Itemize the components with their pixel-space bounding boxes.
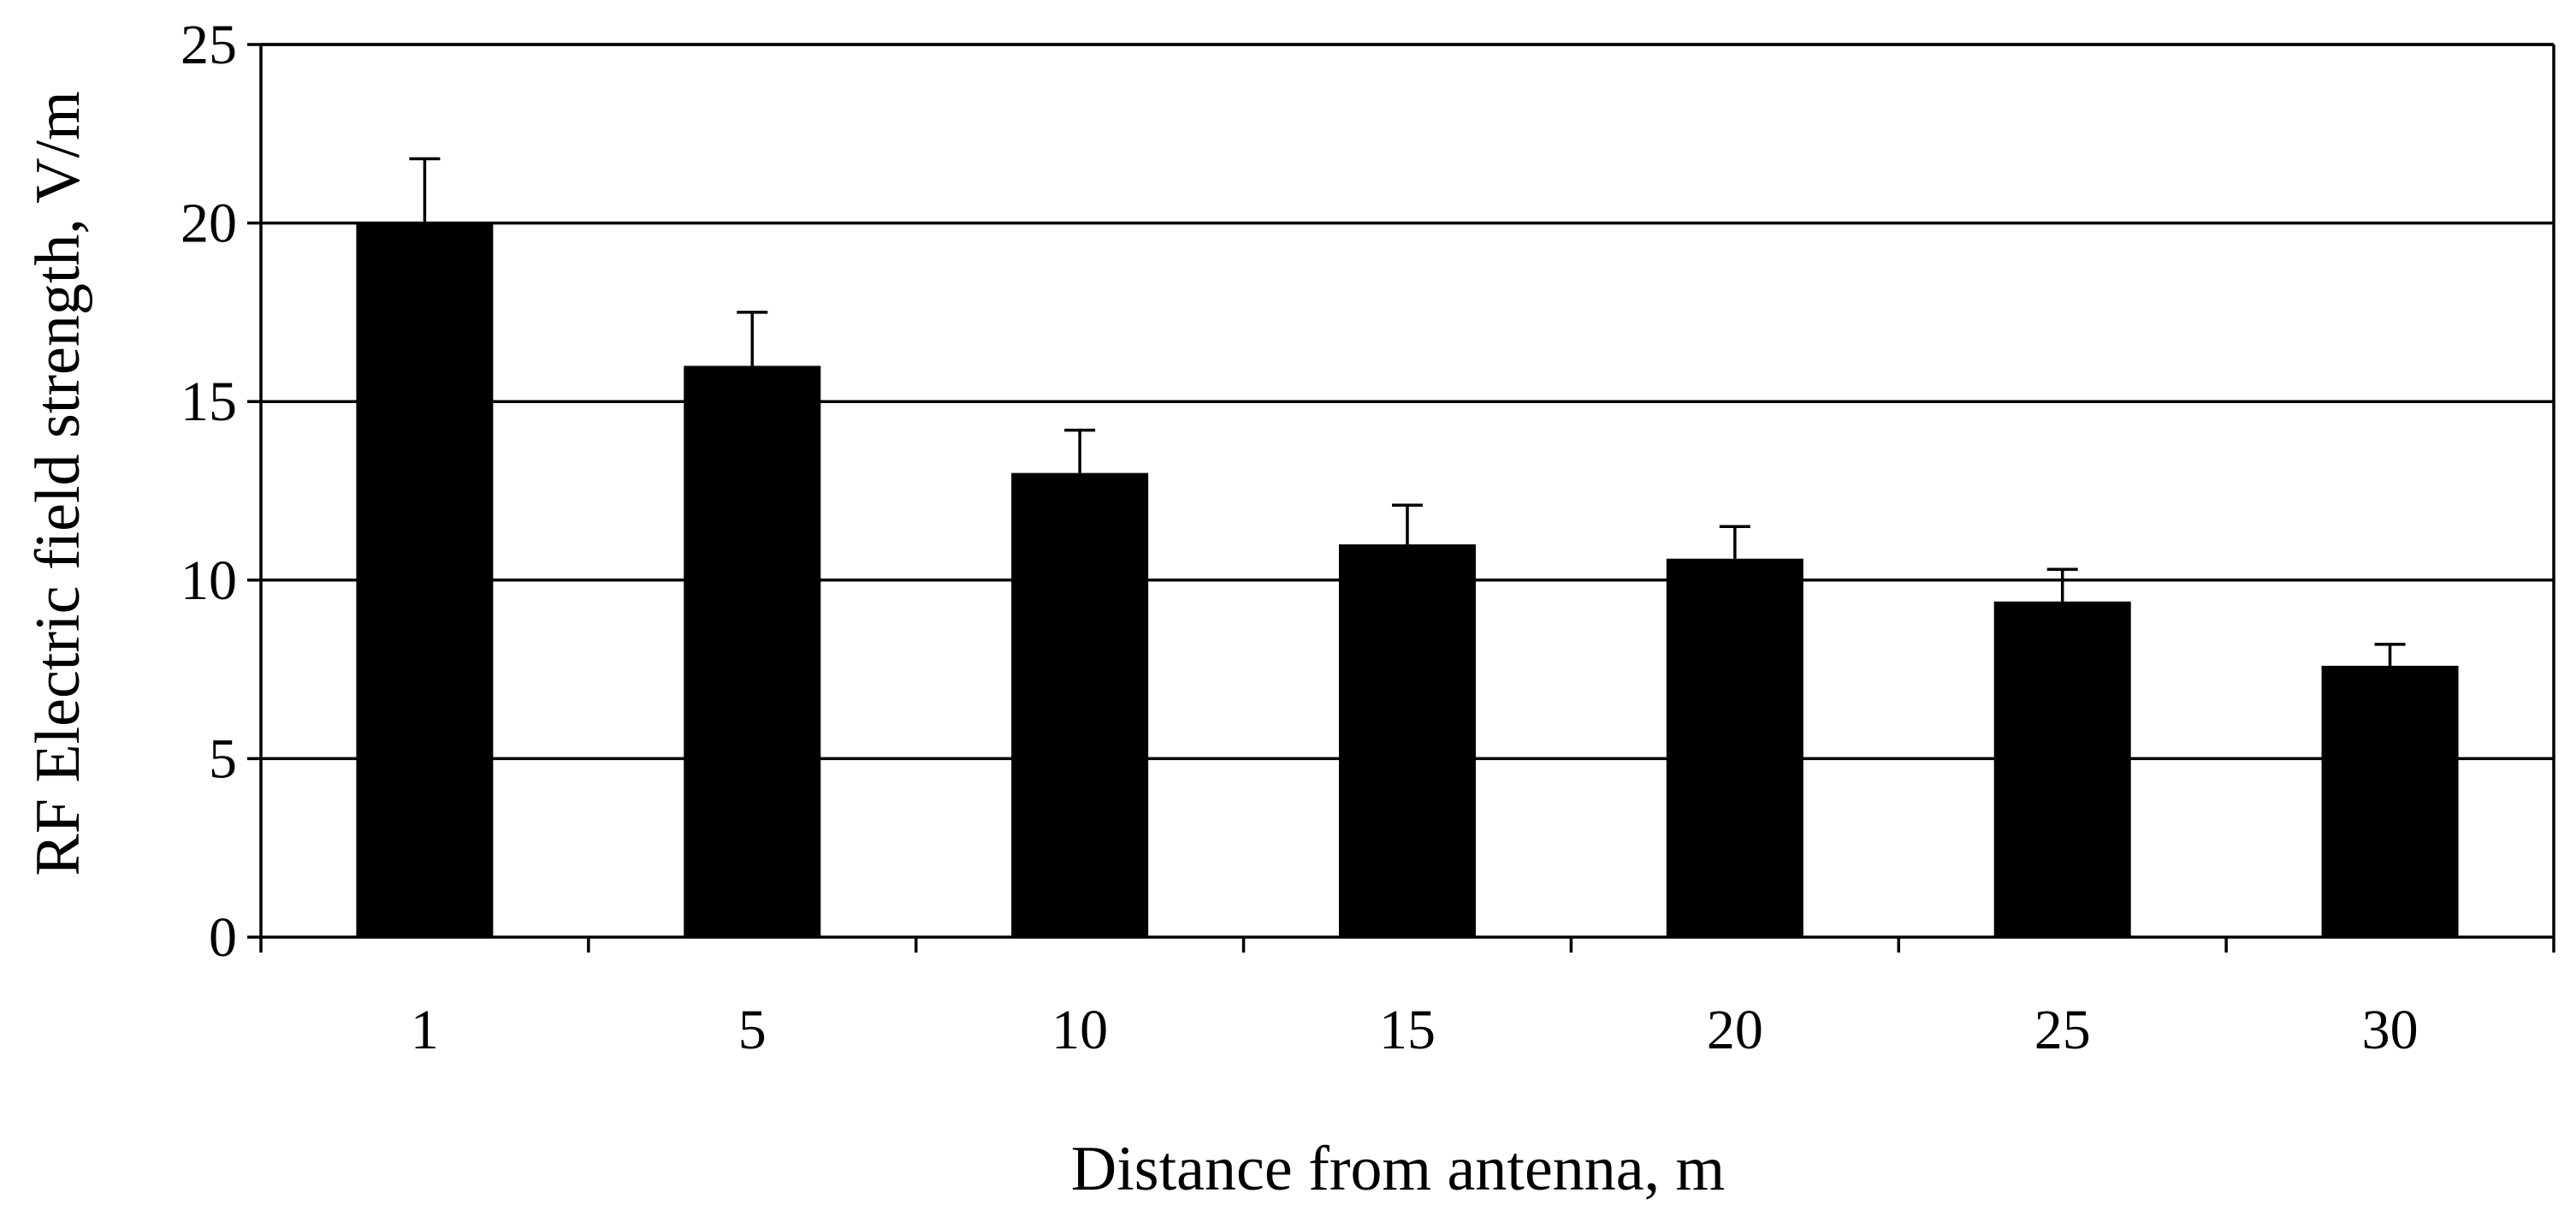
x-tick-label: 10	[1051, 999, 1108, 1061]
x-tick-label: 5	[738, 999, 767, 1061]
y-tick-label: 25	[181, 14, 237, 76]
bar	[1339, 544, 1476, 937]
y-axis-title: RF Electric field strength, V/m	[23, 91, 93, 876]
bar	[2321, 665, 2459, 937]
bar	[356, 223, 494, 938]
x-tick-label: 30	[2362, 999, 2419, 1061]
x-tick-labels: 1 5 10 15 20 25 30	[411, 999, 2419, 1061]
y-tick-label: 5	[209, 727, 237, 790]
x-axis-title: Distance from antenna, m	[1071, 1134, 1725, 1204]
x-tick-label: 20	[1707, 999, 1763, 1061]
y-tick-label: 20	[181, 193, 237, 255]
y-tick-label: 15	[181, 371, 237, 433]
error-bars	[409, 157, 2406, 666]
y-tick-labels: 0 5 10 15 20 25	[181, 14, 237, 969]
bar	[1666, 558, 1803, 937]
bar	[1993, 601, 2131, 937]
y-tick-label: 10	[181, 549, 237, 612]
x-tick-label: 15	[1379, 999, 1436, 1061]
axes	[247, 43, 2555, 953]
bars	[356, 223, 2459, 938]
x-tick-label: 1	[411, 999, 439, 1061]
y-tick-label: 0	[209, 906, 237, 969]
bar	[1011, 472, 1149, 937]
x-tick-label: 25	[2034, 999, 2091, 1061]
bar	[684, 365, 821, 938]
